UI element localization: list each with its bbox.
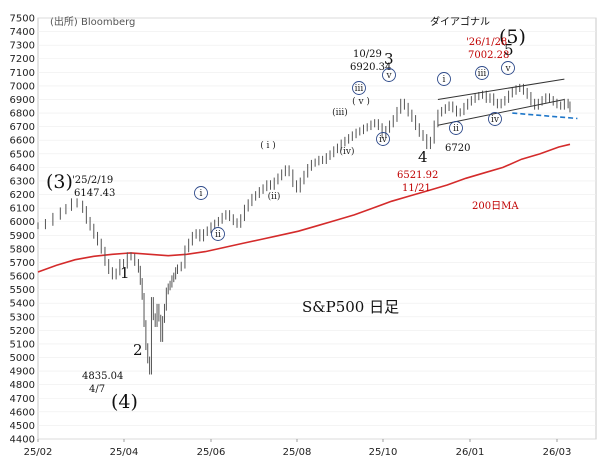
y-tick-label: 7300 [10,41,35,52]
nov-low-date: 11/21 [402,183,431,194]
wave-5-minor-label: 5 [504,41,514,59]
subwave-v-5-circle [501,61,515,75]
wave-3-minor-label: 3 [384,50,394,68]
subwave-v-3-circle [382,68,396,82]
wave-3-value: 6147.43 [74,188,115,199]
wave-4-date: 4/7 [89,384,105,395]
y-tick-label: 5400 [10,299,35,310]
nov-low-value: 6521.92 [397,170,438,181]
wave-4-label: (4) [111,391,138,413]
y-tick-label: 4600 [10,407,35,418]
x-tick-label: 26/03 [543,447,572,458]
y-tick-label: 6100 [10,204,35,215]
wave-4-minor-label: 4 [418,148,428,166]
wave-1-label: 1 [120,264,130,282]
wave-5-value: 7002.28 [468,50,509,61]
y-tick-label: 6800 [10,109,35,120]
y-tick-label: 7100 [10,68,35,79]
y-tick-label: 5900 [10,231,35,242]
subwave-iii-2: (iii) [332,107,348,118]
subwave-ii: ii [215,230,221,240]
subwave-i: i [200,189,203,199]
subwave-iii-3-circle [352,81,366,95]
y-tick-label: 5700 [10,258,35,269]
trendline-diagonal [512,112,578,120]
grid [37,17,597,440]
y-tick-label: 6400 [10,163,35,174]
ma-line [37,143,571,273]
subwave-ii-5: ii [453,124,459,134]
subwave-i-5-circle [437,72,451,86]
subwave-iv-5: iv [491,115,500,125]
subwave-iii-5-circle [475,66,489,80]
y-tick-label: 5200 [10,326,35,337]
oct-high-value: 6920.34 [350,62,391,73]
y-tick-label: 6000 [10,217,35,228]
y-tick-label: 6700 [10,122,35,133]
x-tick-label: 26/01 [456,447,485,458]
subwave-iv-2: (iv) [340,146,355,157]
annotations: (3) '25/2/19 6147.43 1 2 4835.04 4/7 (4) 10/29 69… [46,15,526,413]
y-tick-label: 6300 [10,176,35,187]
subwave-iv-3: iv [379,135,388,145]
subwave-v-5: v [504,64,511,74]
y-axis-ticks: 4400 4500 4600 4700 4800 4900 5000 5100 5200 5300… [10,14,35,446]
wave-4-value: 4835.04 [82,371,123,382]
y-tick-label: 6200 [10,190,35,201]
y-tick-label: 4500 [10,421,35,432]
y-tick-label: 6900 [10,95,35,106]
subwave-v-2: ( v ) [352,96,370,107]
y-tick-label: 6600 [10,136,35,147]
ma-label: 200日MA [472,201,519,212]
subwave-ii-circle [211,227,225,241]
y-tick-label: 7400 [10,27,35,38]
diagonal-label: ダイアゴナル [430,15,490,28]
wave-2-label: 2 [133,341,143,359]
y-tick-label: 4800 [10,380,35,391]
x-tick-label: 25/08 [283,447,312,458]
wave-3-label: (3) [46,171,73,193]
chart-title: S&P500 日足 [302,298,399,316]
trendlines [437,78,578,126]
y-tick-label: 5500 [10,285,35,296]
level-6720-label: 6720 [445,143,470,154]
wave-5-date: '26/1/28 [466,37,507,48]
subwave-iv-5-circle [488,112,502,126]
subwave-i-circle [194,186,208,200]
x-tick-label: 25/02 [24,447,53,458]
y-tick-label: 5300 [10,312,35,323]
wave-3-date: '25/2/19 [72,175,113,186]
subwave-i-2: ( i ) [260,140,276,151]
y-tick-label: 4700 [10,394,35,405]
y-tick-label: 5600 [10,272,35,283]
y-tick-label: 7500 [10,14,35,25]
trendline-channel-bottom [437,98,565,126]
y-tick-label: 6500 [10,149,35,160]
x-tick-label: 25/10 [369,447,398,458]
y-tick-label: 5100 [10,339,35,350]
y-tick-label: 5000 [10,353,35,364]
x-axis-ticks: 25/02 25/04 25/06 25/08 25/10 26/01 26/03 [24,439,572,458]
x-tick-label: 25/06 [197,447,226,458]
y-tick-label: 7200 [10,54,35,65]
oct-high-date: 10/29 [353,49,382,60]
source-label: (出所) Bloomberg [50,15,135,28]
y-tick-label: 4900 [10,367,35,378]
wave-5-label: (5) [499,26,526,48]
subwave-v-3: v [385,71,392,81]
subwave-iv-3-circle [376,132,390,146]
y-tick-label: 4400 [10,435,35,446]
trendline-channel-top [437,78,565,100]
y-tick-label: 5800 [10,244,35,255]
subwave-i-5: i [443,75,446,85]
subwave-ii-2: (ii) [268,191,281,202]
x-tick-label: 25/04 [110,447,139,458]
subwave-iii-5: iii [478,69,487,79]
y-tick-label: 7000 [10,81,35,92]
ma-series [37,143,571,273]
subwave-iii-3: iii [355,84,364,94]
price-series [37,83,571,375]
subwave-ii-5-circle [449,121,463,135]
